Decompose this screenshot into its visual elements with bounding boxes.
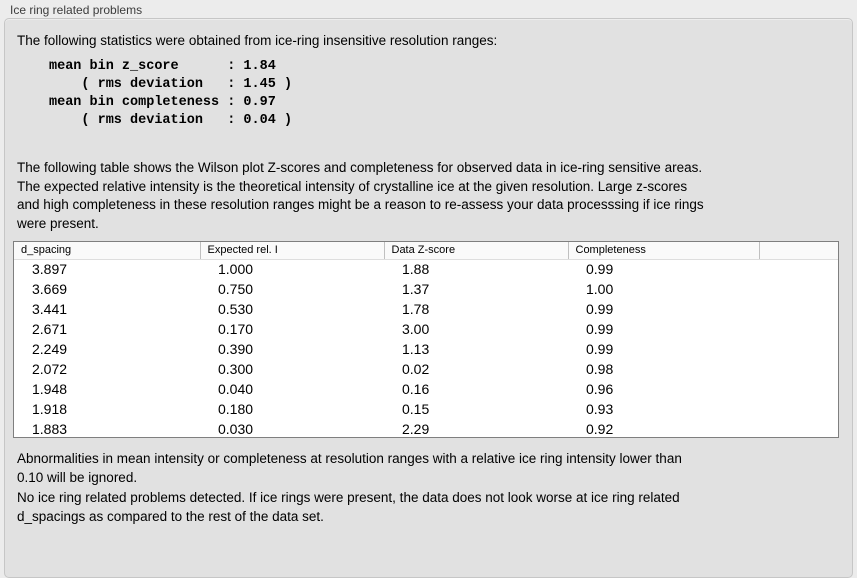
- table-cell: 0.300: [218, 361, 254, 377]
- table-cell: 3.669: [32, 281, 68, 297]
- table-cell: 3.00: [402, 321, 430, 337]
- table-cell: 1.37: [402, 281, 430, 297]
- table-row[interactable]: 1.948 0.040 0.16 0.96: [14, 379, 838, 399]
- table-cell: 1.88: [402, 261, 430, 278]
- table-cell: 0.99: [586, 261, 614, 278]
- table-body: 3.897 1.000 1.88 0.99 3.669 0.750 1.37 1.00 3.44…: [14, 259, 838, 437]
- table-cell-filler: [759, 419, 838, 437]
- table-cell-filler: [759, 339, 838, 359]
- table-cell: 0.93: [586, 401, 614, 417]
- table-row[interactable]: 2.671 0.170 3.00 0.99: [14, 319, 838, 339]
- table-cell-filler: [759, 259, 838, 279]
- table-cell: 3.897: [32, 261, 68, 278]
- table-cell: 1.918: [32, 401, 68, 417]
- table-cell: 0.030: [218, 421, 254, 437]
- table-row[interactable]: 1.918 0.180 0.15 0.93: [14, 399, 838, 419]
- table-cell: 0.390: [218, 341, 254, 357]
- column-header[interactable]: Expected rel. I: [199, 242, 384, 260]
- table-cell: 0.170: [218, 321, 254, 337]
- table-cell-filler: [759, 399, 838, 419]
- table-cell: 0.99: [586, 321, 614, 337]
- table-cell-filler: [759, 299, 838, 319]
- ice-ring-table: d_spacing Expected rel. I Data Z-score Comp…: [13, 241, 839, 438]
- column-header[interactable]: Completeness: [567, 242, 759, 260]
- ice-ring-panel: The following statistics were obtained f…: [4, 18, 853, 578]
- ignore-note: Abnormalities in mean intensity or compl…: [17, 451, 682, 485]
- table-cell-filler: [759, 359, 838, 379]
- table-row[interactable]: 1.883 0.030 2.29 0.92: [14, 419, 838, 437]
- table-cell: 0.16: [402, 381, 430, 397]
- panel-title: Ice ring related problems: [10, 3, 143, 17]
- table-header-row: d_spacing Expected rel. I Data Z-score Comp…: [14, 242, 838, 260]
- table-row[interactable]: 3.897 1.000 1.88 0.99: [14, 259, 838, 279]
- table-row[interactable]: 3.441 0.530 1.78 0.99: [14, 299, 838, 319]
- column-header[interactable]: d_spacing: [14, 242, 200, 260]
- table-cell: 1.000: [218, 261, 254, 278]
- table-cell: 1.78: [402, 301, 430, 317]
- table-cell: 1.948: [32, 381, 68, 397]
- table-cell: 2.29: [402, 421, 430, 437]
- table-row[interactable]: 2.249 0.390 1.13 0.99: [14, 339, 838, 359]
- table-cell: 2.671: [32, 321, 68, 337]
- table-cell: 1.883: [32, 421, 68, 437]
- table-cell: 2.249: [32, 341, 68, 357]
- table-cell-filler: [759, 379, 838, 399]
- stats-block: mean bin z_score : 1.84 ( rms deviation …: [49, 59, 293, 128]
- table-cell: 0.040: [218, 381, 254, 397]
- conclusion-text: No ice ring related problems detected. I…: [17, 490, 680, 524]
- table-cell: 1.00: [586, 281, 614, 297]
- table-description: The following table shows the Wilson plo…: [17, 160, 704, 231]
- column-header[interactable]: Data Z-score: [383, 242, 568, 260]
- table-cell-filler: [759, 279, 838, 299]
- table-cell: 2.072: [32, 361, 68, 377]
- table-cell-filler: [759, 319, 838, 339]
- table-cell: 0.98: [586, 361, 614, 377]
- table-cell: 0.180: [218, 401, 254, 417]
- table-row[interactable]: 3.669 0.750 1.37 1.00: [14, 279, 838, 299]
- table-cell: 0.99: [586, 341, 614, 357]
- table-cell: 0.96: [586, 381, 614, 397]
- intro-text: The following statistics were obtained f…: [17, 33, 498, 48]
- table-row[interactable]: 2.072 0.300 0.02 0.98: [14, 359, 838, 379]
- table-cell: 0.02: [402, 361, 430, 377]
- table-cell: 0.92: [586, 421, 614, 437]
- table-cell: 1.13: [402, 341, 430, 357]
- column-header-filler: [758, 242, 838, 260]
- table-cell: 0.15: [402, 401, 430, 417]
- table-cell: 0.530: [218, 301, 254, 317]
- table-cell: 0.750: [218, 281, 254, 297]
- table-cell: 0.99: [586, 301, 614, 317]
- table-cell: 3.441: [32, 301, 68, 317]
